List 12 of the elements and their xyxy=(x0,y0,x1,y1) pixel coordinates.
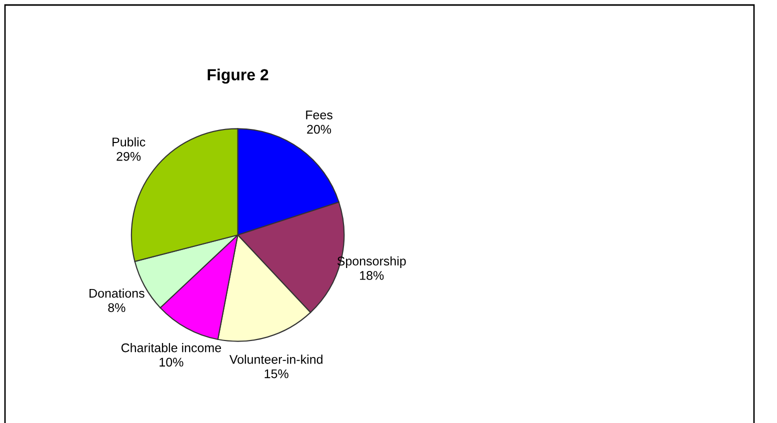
slice-label: Donations xyxy=(90,288,144,298)
data-label: 20% xyxy=(307,124,332,134)
data-label: 10% xyxy=(160,358,184,367)
chart-title: Figure 2 xyxy=(208,68,268,84)
slice-label: Charitable income xyxy=(121,343,222,352)
data-label: 8% xyxy=(108,303,126,312)
data-label: 18% xyxy=(360,271,384,280)
slice-label: Volunteer-in-kind xyxy=(229,354,322,364)
slice-label: Public xyxy=(112,137,146,146)
data-label: 15% xyxy=(264,369,288,378)
data-label: 29% xyxy=(116,152,141,161)
slice-label: Fees xyxy=(306,110,332,120)
